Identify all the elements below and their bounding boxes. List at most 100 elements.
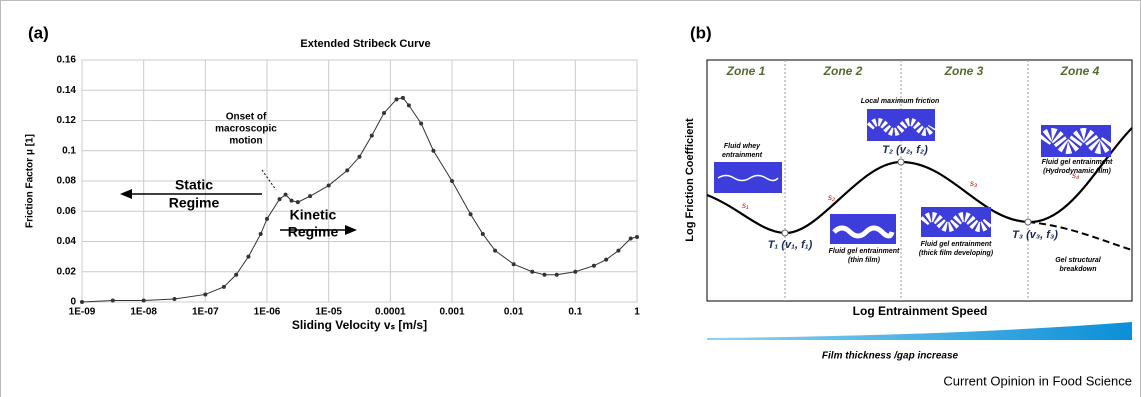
x-tick-label: 0.01 [504,307,524,318]
x-tick-label: 1 [634,307,640,318]
data-point [326,183,331,188]
film-icons [714,109,1114,244]
data-point [295,200,300,205]
data-point [258,231,263,236]
x-axis-label: Sliding Velocity vₛ [m/s] [292,318,427,332]
data-point [110,298,115,303]
note: (Hydrodynamic film) [1043,168,1111,175]
data-point [419,121,424,126]
y-axis-label: Log Friction Coefficient [684,118,696,242]
annotation: Onset of [226,112,267,123]
slope-label: s₄ [1072,171,1079,180]
footer: Current Opinion in Food Science [943,373,1132,388]
note: Fluid gel entrainment [829,248,900,255]
data-point [542,272,547,277]
data-point [468,212,473,217]
zone-label: Zone 1 [726,64,766,78]
note: breakdown [1060,266,1097,273]
annotation: macroscopic [215,124,277,135]
data-point [406,103,411,108]
data-point [530,269,535,274]
zone-label: Zone 2 [823,64,863,78]
x-tick-label: 0.1 [568,307,582,318]
x-tick-label: 1E-07 [192,307,219,318]
data-point [172,296,177,301]
y-tick-label: 0.04 [57,236,77,247]
data-point [203,292,208,297]
point-label: T₂ (v₂, f₂) [882,144,928,156]
x-axis-label: Log Entrainment Speed [853,304,988,318]
data-point [246,254,251,259]
transition-point [781,229,789,237]
data-point [369,133,374,138]
annotation: Regime [288,224,339,240]
x-tick-label: 1E-08 [130,307,157,318]
y-axis-label: Friction Factor μ [1] [25,134,36,228]
data-point [289,198,294,203]
data-point [382,110,387,115]
note: entrainment [722,152,763,159]
data-point [450,179,454,183]
data-point [283,192,288,197]
annotation: Regime [169,195,220,211]
y-tick-label: 0.1 [62,145,76,156]
data-point [265,216,269,221]
data-point [573,269,578,274]
note: (thin film) [848,257,881,264]
data-point [480,231,485,236]
zone-label: Zone 3 [944,64,984,78]
transition-point [1024,218,1032,226]
slope-label: s₁ [742,201,749,210]
panel-label: (a) [28,23,49,42]
chart-title: Extended Stribeck Curve [300,38,430,50]
x-tick-label: 0.001 [439,307,464,318]
data-point [628,236,633,241]
data-point [635,234,639,239]
gap-wedge [707,322,1132,340]
data-point [511,262,516,267]
data-point [357,154,362,159]
data-point [616,248,621,253]
x-tick-label: 0.0001 [375,307,406,318]
transition-point [897,158,905,166]
panel-label: (b) [690,23,712,42]
breakdown-curve [1027,221,1133,251]
data-point [80,300,84,304]
point-label: T₃ (v₃, f₃) [1012,229,1058,241]
note: Fluid whey [724,143,761,150]
zone-label: Zone 4 [1060,64,1100,78]
point-label: T₁ (v₁, f₁) [768,239,813,251]
data-point [345,168,350,173]
arrow [261,169,277,191]
annotation: Kinetic [290,207,337,223]
data-point [493,248,498,253]
annotation: motion [229,136,262,147]
gap-label: Film thickness /gap increase [822,351,959,362]
y-tick-label: 0.14 [57,85,77,96]
x-tick-label: 1E-06 [254,307,281,318]
data-point [394,97,399,102]
data-point [400,95,405,100]
note: Gel structural [1055,257,1102,264]
annotation: Static [175,177,213,193]
x-tick-label: 1E-09 [69,307,96,318]
y-tick-label: 0.08 [57,176,77,187]
data-point [604,257,609,262]
note: Fluid gel entrainment [1042,159,1113,166]
friction-curve [706,127,1133,235]
y-tick-label: 0.12 [57,115,77,126]
data-point [221,284,226,289]
note: Fluid gel entrainment [921,241,992,248]
y-tick-label: 0.06 [57,206,77,217]
data-point [277,197,282,202]
data-point [554,272,559,277]
data-point [431,148,436,153]
slope-label: s₃ [970,179,977,188]
y-tick-label: 0.02 [57,266,77,277]
y-tick-label: 0.16 [57,55,77,66]
y-tick-label: 0 [70,297,76,308]
x-tick-label: 1E-05 [315,307,342,318]
data-point [591,263,596,268]
arrow-head [120,189,132,199]
